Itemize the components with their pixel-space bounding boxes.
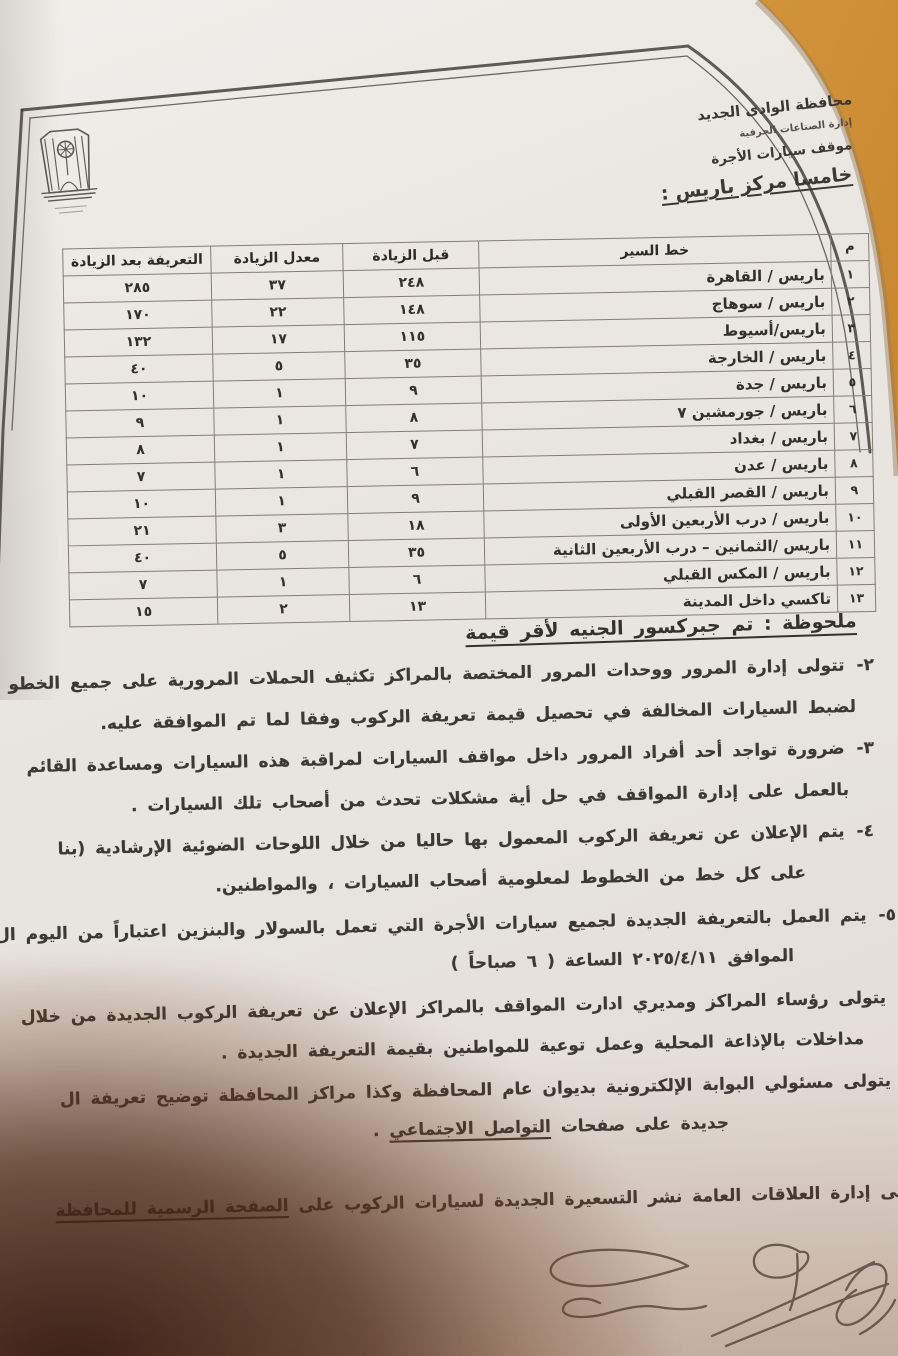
fare-before-increase: ٩ bbox=[347, 483, 484, 514]
document-header: محافظة الوادى الجديد إدارة الصناعات الحر… bbox=[644, 92, 853, 205]
increase-rate: ١ bbox=[213, 405, 347, 436]
increase-rate: ٣٧ bbox=[211, 270, 344, 301]
fare-before-increase: ١٣ bbox=[349, 591, 486, 622]
fare-before-increase: ٣٥ bbox=[344, 348, 482, 379]
increase-rate: ١ bbox=[216, 567, 350, 598]
route-number: ٢ bbox=[831, 287, 871, 316]
fare-after-increase: ١٧٠ bbox=[63, 300, 213, 330]
increase-rate: ١ bbox=[213, 378, 346, 409]
fare-after-increase: ١٥ bbox=[69, 597, 218, 627]
increase-rate: ٥ bbox=[212, 351, 346, 382]
fare-table: م خط السير قبل الزيادة معدل الزيادة التع… bbox=[62, 233, 877, 628]
route-number: ١ bbox=[831, 260, 870, 289]
route-number: ٧ bbox=[834, 422, 873, 451]
route-number: ٥ bbox=[833, 368, 872, 397]
fare-after-increase: ٨ bbox=[66, 435, 215, 465]
fare-before-increase: ١١٥ bbox=[344, 321, 481, 352]
fare-after-increase: ٤٠ bbox=[68, 543, 217, 573]
route-number: ١٢ bbox=[836, 557, 876, 586]
increase-rate: ١ bbox=[215, 486, 348, 517]
route-number: ١٣ bbox=[837, 584, 876, 613]
fare-after-increase: ٧ bbox=[68, 570, 218, 600]
line-text: ضرورة تواجد أحد أفراد المرور داخل مواقف … bbox=[26, 738, 845, 778]
col-header-num: م bbox=[830, 233, 870, 262]
line-text: على كل خط من الخطوط لمعلومية أصحاب السيا… bbox=[215, 862, 807, 897]
fare-after-increase: ١٠ bbox=[67, 489, 216, 519]
col-header-before: قبل الزيادة bbox=[342, 240, 480, 271]
fare-after-increase: ٩ bbox=[65, 408, 215, 438]
fare-before-increase: ٩ bbox=[345, 375, 482, 406]
route-number: ٨ bbox=[834, 449, 874, 478]
fare-after-increase: ١٣٢ bbox=[64, 327, 213, 357]
line-text: مداخلات بالإذاعة المحلية وعمل توعية للمو… bbox=[220, 1029, 865, 1064]
fare-before-increase: ٦ bbox=[346, 456, 484, 487]
fare-before-increase: ٨ bbox=[345, 402, 483, 433]
fare-before-increase: ٢٤٨ bbox=[343, 267, 480, 298]
line-text: الموافق ٢٠٢٥/٤/١١ الساعة ( ٦ صباحاً ) bbox=[450, 946, 795, 974]
item-number: ٥- bbox=[878, 904, 897, 925]
route-number: ٣ bbox=[832, 314, 871, 343]
line-text-underlined: التواصل الاجتماعي bbox=[389, 1116, 552, 1141]
increase-rate: ١ bbox=[214, 432, 347, 463]
item-number: ٤- bbox=[856, 821, 875, 842]
col-header-rate: معدل الزيادة bbox=[210, 243, 344, 274]
fare-after-increase: ٢٨٥ bbox=[63, 273, 212, 303]
line-text: لضبط السيارات المخالفة في تحصيل قيمة تعر… bbox=[100, 696, 857, 734]
fare-before-increase: ١٤٨ bbox=[343, 294, 481, 325]
line-text: بالعمل على إدارة المواقف في حل أية مشكلا… bbox=[130, 779, 850, 817]
increase-rate: ١٧ bbox=[212, 324, 345, 355]
line-text: يتولى مسئولي البوابة الإلكترونية بديوان … bbox=[59, 1070, 892, 1110]
item-number: ٣- bbox=[856, 738, 875, 759]
col-header-after: التعريفة بعد الزيادة bbox=[62, 246, 212, 276]
route-number: ١٠ bbox=[835, 503, 875, 532]
line-text: جديدة على صفحات bbox=[550, 1112, 730, 1137]
route-number: ٩ bbox=[835, 476, 874, 505]
increase-rate: ٥ bbox=[216, 540, 349, 571]
route-number: ٤ bbox=[832, 341, 872, 370]
item-number: ٢- bbox=[856, 655, 875, 676]
line-text-underlined: الصفحة الرسمية للمحافظة bbox=[55, 1196, 289, 1222]
fare-before-increase: ٦ bbox=[348, 564, 486, 595]
fare-after-increase: ١٠ bbox=[65, 381, 214, 411]
fare-after-increase: ٤٠ bbox=[64, 354, 214, 384]
increase-rate: ٢ bbox=[217, 594, 350, 625]
fare-before-increase: ١٨ bbox=[347, 510, 485, 541]
route-number: ٦ bbox=[833, 395, 873, 424]
line-text: لى إدارة العلاقات العامة نشر التسعيرة ال… bbox=[288, 1182, 898, 1217]
line-text-tail: . bbox=[372, 1120, 390, 1141]
fare-before-increase: ٣٥ bbox=[348, 537, 485, 568]
body-paragraphs: ٢- تتولى إدارة المرور ووحدات المرور المخت… bbox=[0, 645, 898, 1221]
line-text: تتولى إدارة المرور ووحدات المرور المختصة… bbox=[8, 655, 845, 695]
fare-after-increase: ٢١ bbox=[67, 516, 217, 546]
fare-after-increase: ٧ bbox=[66, 462, 216, 492]
fare-before-increase: ٧ bbox=[346, 429, 483, 460]
route-number: ١١ bbox=[836, 530, 875, 559]
increase-rate: ٣ bbox=[215, 513, 349, 544]
increase-rate: ٢٢ bbox=[211, 297, 345, 328]
increase-rate: ١ bbox=[214, 459, 348, 490]
